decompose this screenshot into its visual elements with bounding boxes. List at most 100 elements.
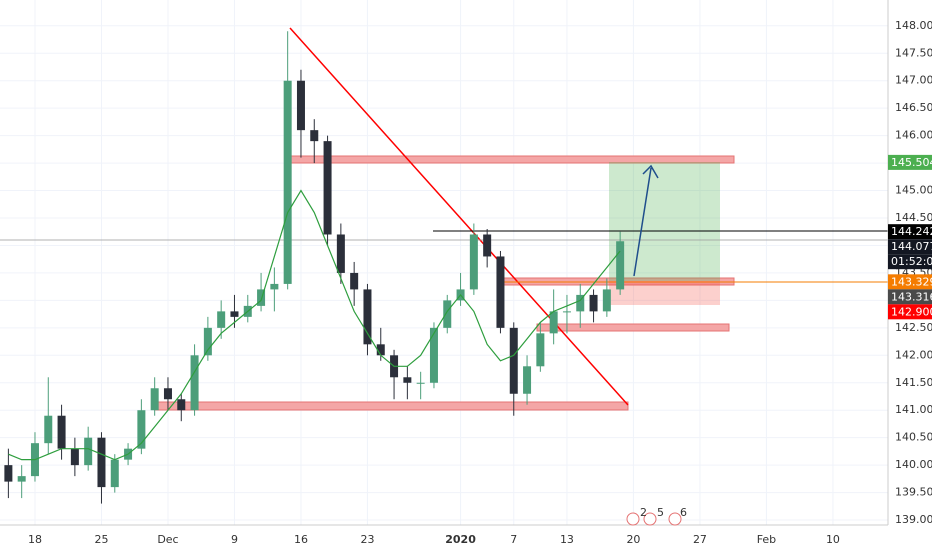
event-icon[interactable] <box>626 512 640 526</box>
grid <box>0 0 888 525</box>
candle-body <box>97 437 106 488</box>
y-tick-label: 142.000 <box>895 348 932 361</box>
y-tick-label: 140.500 <box>895 431 932 444</box>
candle-body <box>84 437 93 466</box>
event-count: 6 <box>680 506 687 519</box>
price-label: 144.077 <box>891 240 932 253</box>
candle-body <box>163 388 172 400</box>
candle-body <box>536 333 545 367</box>
candle-body <box>296 80 305 131</box>
x-tick-label: 2020 <box>445 533 476 546</box>
candle-body <box>217 311 226 328</box>
candle-body <box>509 327 518 394</box>
price-label-box <box>888 274 932 290</box>
candle-body <box>44 415 53 444</box>
y-tick-label: 144.500 <box>895 211 932 224</box>
x-tick-label: 13 <box>560 533 574 546</box>
candle-body <box>230 311 239 317</box>
candle-body <box>137 410 146 449</box>
x-tick-label: 23 <box>360 533 374 546</box>
candle-body <box>310 130 319 142</box>
x-tick-label: 25 <box>94 533 108 546</box>
candle-body <box>323 141 332 235</box>
candle-body <box>270 283 279 290</box>
candle-body <box>336 234 345 273</box>
y-tick-label: 140.000 <box>895 458 932 471</box>
candle-body <box>4 465 13 482</box>
candle-body <box>177 399 186 411</box>
series <box>4 31 625 504</box>
support-zone <box>154 401 629 411</box>
price-label: 142.900 <box>891 305 932 318</box>
candle-body <box>257 289 266 306</box>
y-tick-label: 148.000 <box>895 19 932 32</box>
candle-body <box>429 327 438 383</box>
events: 2 5 6 <box>626 506 687 526</box>
candle-body <box>589 294 598 312</box>
price-label: 143.316 <box>891 290 932 303</box>
candle-body <box>150 388 159 411</box>
y-tick-label: 147.000 <box>895 74 932 87</box>
price-label: 145.504 <box>891 156 932 169</box>
price-label: 144.242 <box>891 225 932 238</box>
arrow <box>633 164 659 277</box>
candle-body <box>283 80 292 284</box>
zone <box>536 323 730 332</box>
price-label-box <box>888 224 932 240</box>
candle-body <box>483 234 492 257</box>
x-tick-label: 10 <box>826 533 840 546</box>
y-tick-label: 141.500 <box>895 376 932 389</box>
candle-body <box>523 366 532 394</box>
y-tick-label: 139.500 <box>895 486 932 499</box>
candle-body <box>562 311 571 313</box>
x-tick-label: Feb <box>757 533 776 546</box>
y-tick-label: 147.500 <box>895 46 932 59</box>
candle-body <box>203 327 212 356</box>
candle-body <box>403 377 412 383</box>
candle-body <box>376 344 385 356</box>
target-box <box>609 162 720 281</box>
candle-body <box>496 256 505 328</box>
price-label-box <box>888 239 932 255</box>
event-icon[interactable] <box>643 512 657 526</box>
event-count: 5 <box>657 506 664 519</box>
y-tick-label: 146.000 <box>895 129 932 142</box>
candle-body <box>350 272 359 290</box>
x-tick-label: 16 <box>294 533 308 546</box>
event-icon[interactable] <box>668 512 682 526</box>
candle-body <box>110 459 119 488</box>
candle-body <box>363 289 372 345</box>
candle-body <box>70 448 79 466</box>
event-count: 2 <box>640 506 647 519</box>
price-label-box <box>888 154 932 170</box>
y-tick-label: 139.000 <box>895 513 932 526</box>
trend-line <box>289 27 629 406</box>
countdown: 01:52:07 <box>891 255 932 268</box>
x-tick-label: 18 <box>28 533 42 546</box>
candle-body <box>549 311 558 334</box>
candle-body <box>57 415 66 449</box>
y-tick-label: 145.000 <box>895 184 932 197</box>
candle-body <box>469 234 478 290</box>
x-tick-label: 27 <box>693 533 707 546</box>
resistance-zone <box>290 155 735 164</box>
x-tick-label: 9 <box>231 533 238 546</box>
price-label: 143.329 <box>891 275 932 288</box>
countdown-box <box>888 254 932 270</box>
x-tick-label: 20 <box>626 533 640 546</box>
y-tick-label: 141.000 <box>895 403 932 416</box>
candle-body <box>190 355 199 411</box>
x-tick-label: 7 <box>510 533 517 546</box>
candle-body <box>416 382 425 384</box>
x-tick-label: Dec <box>157 533 178 546</box>
candle-body <box>443 300 452 328</box>
y-tick-label: 142.500 <box>895 321 932 334</box>
moving-average <box>8 189 621 461</box>
price-label-box <box>888 304 932 320</box>
candle-body <box>576 294 585 312</box>
candle-body <box>602 289 611 312</box>
price-label-box <box>888 289 932 305</box>
candle-body <box>17 476 26 482</box>
